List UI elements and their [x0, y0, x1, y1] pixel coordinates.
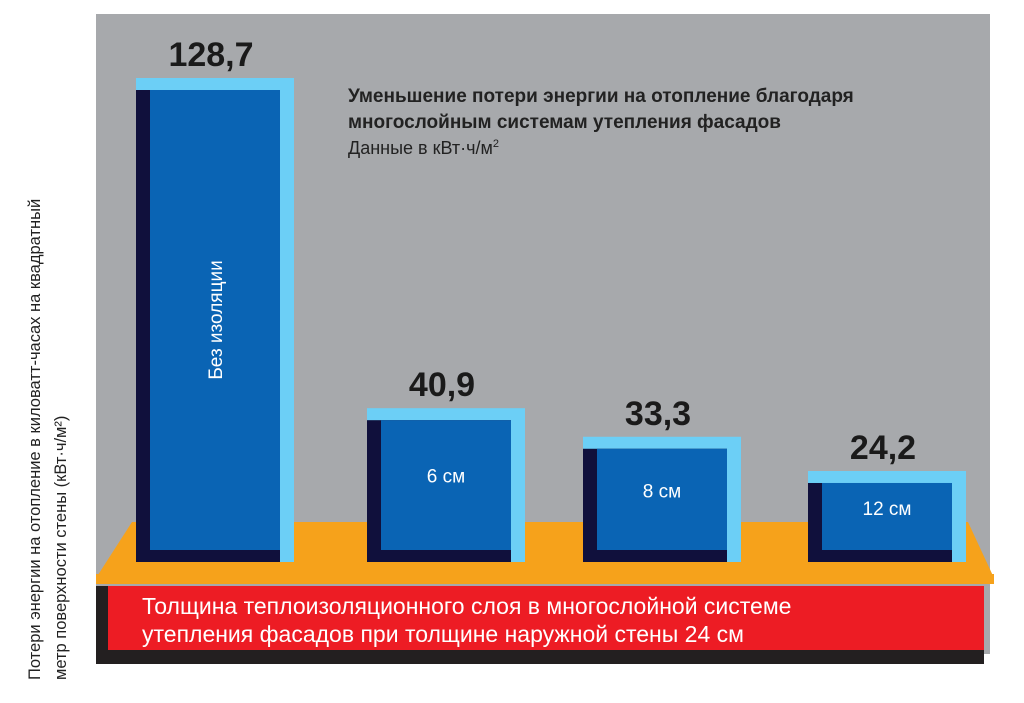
- data-label-3: 33,3: [625, 395, 691, 433]
- bar-2: [381, 420, 511, 550]
- bar-4: [822, 482, 952, 550]
- floor-platform-front: [96, 574, 994, 584]
- chart-subtitle: Данные в кВт·ч/м2: [348, 138, 499, 158]
- bar-group-3: [583, 436, 741, 562]
- bar-1: [150, 90, 280, 550]
- chart-title-line-1: Уменьшение потери энергии на отопление б…: [348, 86, 854, 107]
- data-label-4: 24,2: [850, 429, 916, 467]
- data-label-2: 40,9: [409, 366, 475, 404]
- chart-subtitle-sup: 2: [493, 138, 499, 150]
- x-axis-label-line-2: утепления фасадов при толщине наружной с…: [142, 621, 744, 647]
- y-axis-label-line-2: метр поверхности стены (кВт·ч/м²): [52, 416, 70, 680]
- bar-group-1: [136, 78, 294, 562]
- category-label-2: 6 см: [427, 466, 465, 487]
- category-label-4: 12 см: [863, 499, 912, 520]
- bar-3: [597, 448, 727, 550]
- x-axis-label-line-1: Толщина теплоизоляционного слоя в многос…: [142, 593, 791, 619]
- category-label-1: Без изоляции: [206, 260, 227, 379]
- bar-group-4: [808, 470, 966, 562]
- xlabel-banner: [108, 586, 984, 650]
- chart-subtitle-base: Данные в кВт·ч/м: [348, 138, 493, 158]
- chart-title-line-2: многослойным системам утепления фасадов: [348, 112, 781, 133]
- category-label-3: 8 см: [643, 481, 681, 502]
- floor-platform: [96, 522, 994, 578]
- data-label-1: 128,7: [168, 36, 253, 74]
- y-axis-label-line-1: Потери энергии на отопление в киловатт-ч…: [26, 199, 44, 680]
- bar-group-2: [367, 408, 525, 562]
